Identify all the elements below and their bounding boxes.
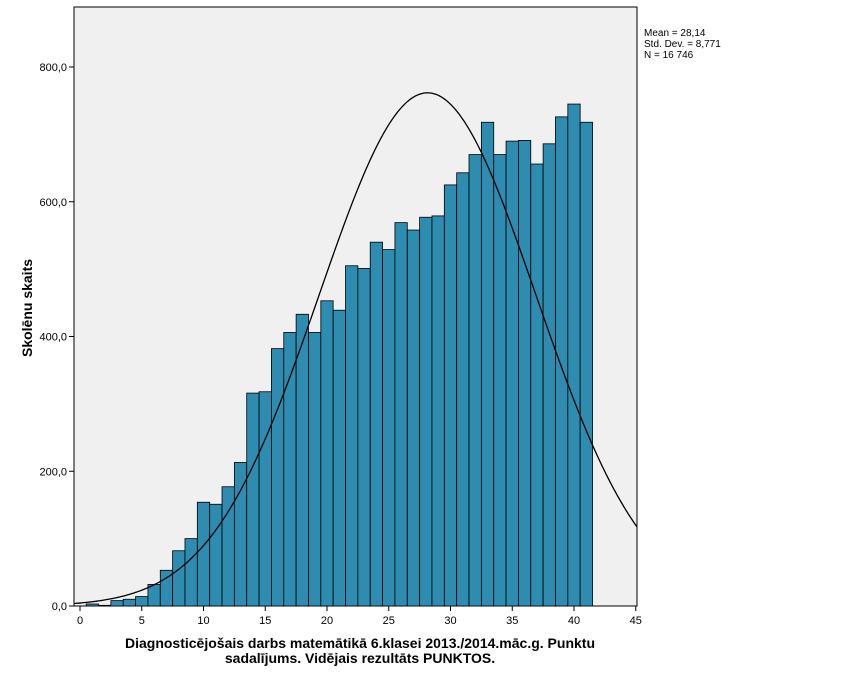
histogram-bar — [382, 249, 396, 607]
histogram-bar — [394, 222, 408, 607]
histogram-bar — [406, 229, 421, 607]
x-tick-label: 25 — [383, 615, 395, 627]
y-tick-label: 0,0 — [52, 601, 67, 613]
histogram-bar — [431, 215, 445, 607]
x-tick-label: 5 — [139, 615, 145, 627]
histogram-bar — [369, 241, 383, 607]
x-tick-label: 10 — [197, 615, 209, 627]
histogram-bar — [122, 598, 136, 607]
x-tick-label: 20 — [321, 615, 333, 627]
histogram-bar — [357, 268, 371, 607]
x-tick-label: 40 — [568, 615, 580, 627]
x-tick-label: 30 — [444, 615, 456, 627]
histogram-bar — [308, 332, 322, 607]
histogram-bar — [258, 391, 272, 607]
x-axis: 0 5 10 15 20 25 30 35 40 45 — [77, 606, 642, 627]
histogram-bar — [184, 538, 198, 607]
x-axis-title: Diagnosticējošais darbs matemātikā 6.kla… — [60, 636, 660, 666]
histogram-bar — [209, 503, 223, 607]
histogram-bar — [530, 163, 544, 607]
x-tick-label: 45 — [630, 615, 642, 627]
histogram-bar — [493, 154, 507, 607]
histogram-bar — [147, 584, 161, 607]
histogram-bar — [542, 143, 556, 607]
histogram-bar — [283, 332, 297, 607]
x-tick-label: 15 — [259, 615, 271, 627]
histogram-bar — [480, 121, 495, 607]
histogram-bar — [579, 121, 593, 607]
histogram-bar — [332, 309, 346, 607]
histogram-bar — [196, 501, 211, 607]
x-axis-title-line2: sadalījums. Vidējais rezultāts PUNKTOS. — [224, 650, 496, 666]
y-tick-label: 400,0 — [39, 332, 67, 344]
x-tick-label: 35 — [506, 615, 518, 627]
histogram-bar — [468, 154, 482, 607]
histogram-bar — [443, 184, 458, 607]
histogram-bar — [172, 550, 186, 607]
histogram-bar — [518, 140, 532, 607]
histogram-bar — [98, 604, 112, 607]
histogram-bar — [505, 140, 519, 607]
y-axis-title: Skolēnu skaits — [19, 258, 35, 358]
histogram-bar — [456, 172, 470, 607]
histogram-bar — [271, 348, 285, 607]
mean-stat: Mean = 28,14 — [644, 28, 706, 39]
x-tick-label: 0 — [77, 615, 83, 627]
histogram-bar — [246, 392, 260, 607]
histogram-bar — [233, 462, 248, 607]
histogram-bar — [85, 603, 99, 607]
bars-group — [85, 103, 593, 607]
histogram-bar — [320, 300, 334, 607]
std-dev-stat: Std. Dev. = 8,771 — [644, 39, 721, 50]
y-tick-label: 600,0 — [39, 197, 67, 209]
histogram-bar — [555, 116, 569, 607]
statistics-legend: Mean = 28,14 Std. Dev. = 8,771 N = 16 74… — [644, 28, 721, 61]
histogram-bar — [345, 265, 359, 607]
histogram-bar — [567, 103, 581, 607]
y-tick-label: 200,0 — [39, 466, 67, 478]
y-axis: 0,0 200,0 400,0 600,0 800,0 — [39, 62, 74, 613]
histogram-bar — [135, 596, 149, 607]
histogram-bar — [419, 216, 433, 607]
histogram-bar — [295, 313, 309, 607]
histogram-bar — [110, 600, 124, 607]
n-stat: N = 16 746 — [644, 50, 694, 61]
normal-curve — [73, 92, 638, 605]
y-tick-label: 800,0 — [39, 62, 67, 74]
x-axis-title-line1: Diagnosticējošais darbs matemātikā 6.kla… — [124, 635, 595, 651]
